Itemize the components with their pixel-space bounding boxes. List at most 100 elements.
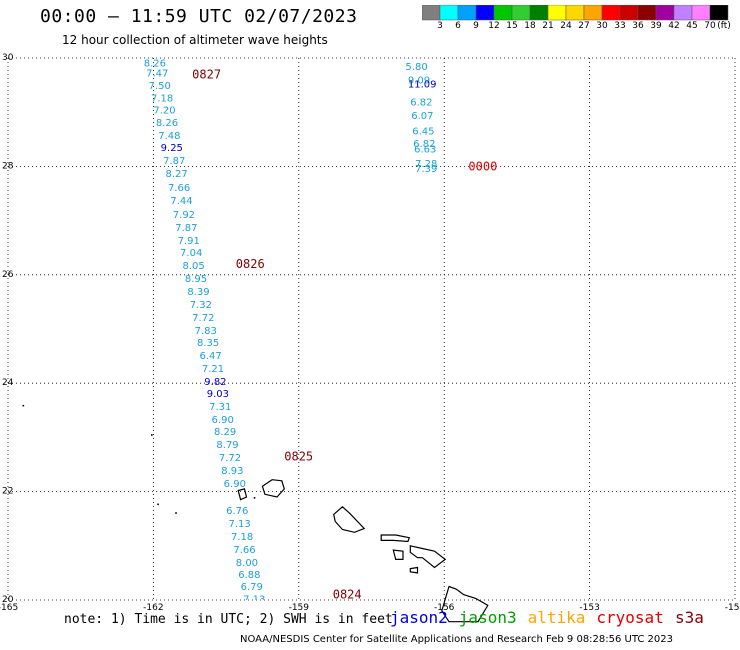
colorbar-label: 12 bbox=[488, 21, 500, 31]
swh-value: 6.63 bbox=[414, 145, 436, 156]
lat-tick-label: 20 bbox=[2, 595, 14, 605]
lat-tick-label: 26 bbox=[2, 270, 14, 280]
swh-value: 7.39 bbox=[415, 164, 437, 175]
pass-time-label: 0826 bbox=[236, 257, 265, 271]
track-second: 5.809.0911.096.826.076.456.826.637.287.3… bbox=[405, 62, 437, 175]
maui-island-outline bbox=[409, 545, 447, 569]
islet-marker bbox=[253, 497, 256, 499]
swh-value: 9.03 bbox=[207, 389, 229, 400]
footer-credit: NOAA/NESDIS Center for Satellite Applica… bbox=[240, 634, 673, 645]
colorbar-label: 45 bbox=[686, 21, 698, 31]
molokai-island-outline bbox=[380, 534, 411, 543]
lat-tick-label: 30 bbox=[2, 53, 14, 63]
swh-value: 7.18 bbox=[231, 532, 253, 543]
colorbar-label: 6 bbox=[455, 21, 461, 31]
swh-value: 8.35 bbox=[197, 338, 219, 349]
swh-value: 7.92 bbox=[173, 210, 195, 221]
kahoolawe-island-outline bbox=[409, 566, 419, 574]
colorbar-label: (ft) bbox=[717, 21, 731, 31]
lon-tick-label: -162 bbox=[143, 603, 163, 613]
swh-value: 6.90 bbox=[212, 415, 234, 426]
swh-value: 8.26 bbox=[144, 58, 166, 69]
lon-tick-label: -153 bbox=[579, 603, 599, 613]
oahu-island-outline bbox=[333, 505, 366, 533]
swh-value: 7.21 bbox=[202, 364, 224, 375]
swh-value: 7.47 bbox=[146, 69, 168, 80]
swh-value: 7.72 bbox=[219, 453, 241, 464]
colorbar-label: 33 bbox=[614, 21, 626, 31]
chart-subtitle: 12 hour collection of altimeter wave hei… bbox=[62, 33, 328, 47]
swh-value: 8.93 bbox=[221, 466, 243, 477]
mission-jason2: jason2 bbox=[390, 608, 448, 627]
graticule bbox=[7, 57, 736, 601]
swh-value: 8.26 bbox=[156, 118, 178, 129]
swh-value: 7.66 bbox=[168, 183, 190, 194]
colorbar-swatch bbox=[709, 5, 729, 21]
mission-altika: altika bbox=[527, 608, 586, 627]
lat-tick-label: 22 bbox=[2, 487, 13, 497]
swh-value: 6.82 bbox=[410, 97, 432, 108]
colorbar-label: 42 bbox=[668, 21, 680, 31]
colorbar-label: 21 bbox=[542, 21, 554, 31]
lat-tick-label: 28 bbox=[2, 161, 14, 171]
swh-value: 6.47 bbox=[199, 351, 221, 362]
islet-marker bbox=[175, 512, 177, 514]
swh-value: 7.72 bbox=[192, 313, 214, 324]
mission-s3a: s3a bbox=[675, 608, 704, 627]
niihau-island-outline bbox=[237, 488, 248, 501]
islet-marker bbox=[150, 434, 153, 436]
swh-value: 8.79 bbox=[216, 440, 238, 451]
swh-value: 8.27 bbox=[166, 169, 188, 180]
swh-value: 8.95 bbox=[185, 274, 207, 285]
colorbar-label: 18 bbox=[524, 21, 536, 31]
islet-marker bbox=[22, 404, 25, 407]
swh-value: 7.32 bbox=[190, 300, 212, 311]
swh-colorbar bbox=[422, 5, 729, 21]
colorbar-label: 27 bbox=[578, 21, 590, 31]
footer-note: note: 1) Time is in UTC; 2) SWH is in fe… bbox=[64, 612, 393, 627]
pass-time-label: 0827 bbox=[192, 67, 221, 81]
swh-value: 7.87 bbox=[163, 156, 185, 167]
colorbar-label: 15 bbox=[506, 21, 518, 31]
swh-value: 7.48 bbox=[158, 131, 180, 142]
pass-time-label: 0000 bbox=[468, 159, 497, 173]
colorbar-label: 39 bbox=[650, 21, 662, 31]
swh-value: 7.13 bbox=[229, 519, 251, 530]
track-main: 8.267.477.507.187.208.267.489.257.878.27… bbox=[144, 58, 266, 605]
swh-value: 6.90 bbox=[224, 479, 246, 490]
lat-tick-label: 24 bbox=[2, 378, 14, 388]
swh-value: 6.07 bbox=[411, 111, 433, 122]
colorbar-label: 3 bbox=[437, 21, 443, 31]
swh-value: 7.18 bbox=[151, 94, 173, 105]
chart-title: 00:00 – 11:59 UTC 02/07/2023 bbox=[40, 6, 358, 27]
colorbar-label: 30 bbox=[596, 21, 608, 31]
swh-value: 7.83 bbox=[195, 326, 217, 337]
swh-value: 6.45 bbox=[412, 127, 434, 138]
lanai-island-outline bbox=[392, 549, 404, 560]
swh-value: 7.13 bbox=[243, 594, 265, 605]
swh-value: 6.79 bbox=[241, 582, 263, 593]
swh-value: 7.28 bbox=[415, 159, 437, 170]
lon-tick-label: -159 bbox=[289, 603, 310, 613]
swh-value: 9.09 bbox=[408, 76, 430, 87]
swh-value: 6.76 bbox=[226, 506, 248, 517]
swh-value: 9.82 bbox=[204, 377, 226, 388]
lon-tick-label: -165 bbox=[0, 603, 18, 613]
swh-value: 7.91 bbox=[178, 236, 200, 247]
swh-value: 7.44 bbox=[170, 196, 192, 207]
swh-value: 8.29 bbox=[214, 427, 236, 438]
swh-value: 5.80 bbox=[405, 62, 427, 73]
swh-value: 8.00 bbox=[236, 558, 258, 569]
colorbar-label: 36 bbox=[632, 21, 644, 31]
swh-value: 11.09 bbox=[408, 79, 437, 90]
colorbar-label: 70 bbox=[704, 21, 716, 31]
pass-time-label: 0825 bbox=[284, 449, 313, 463]
colorbar-label: 24 bbox=[560, 21, 572, 31]
swh-value: 7.66 bbox=[233, 545, 255, 556]
swh-value: 8.05 bbox=[182, 261, 204, 272]
swh-value: 7.87 bbox=[175, 223, 197, 234]
colorbar-label: 9 bbox=[473, 21, 479, 31]
swh-value: 7.04 bbox=[180, 248, 202, 259]
swh-value: 9.25 bbox=[161, 143, 183, 154]
